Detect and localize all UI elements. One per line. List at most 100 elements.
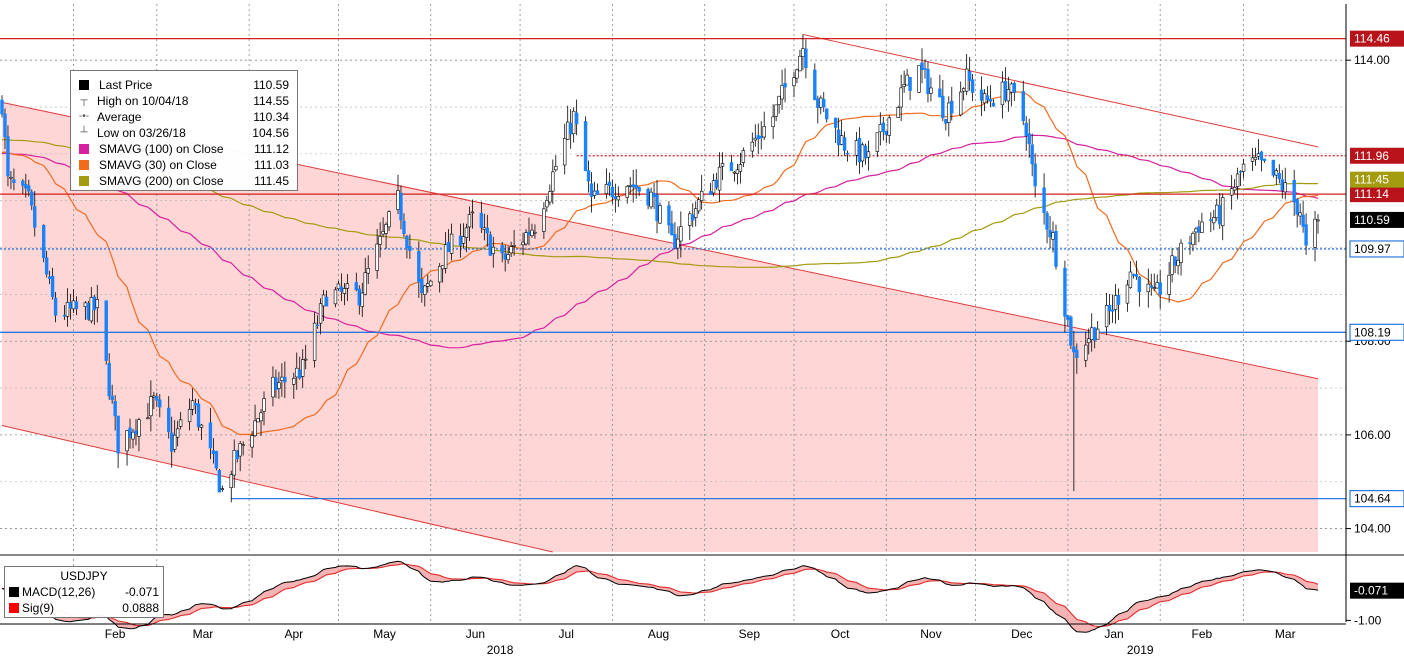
candle-body <box>1033 163 1037 187</box>
month-label: Mar <box>1275 627 1296 641</box>
candle-body <box>423 285 427 295</box>
legend-high-value: 114.55 <box>253 94 289 108</box>
candle-body <box>449 233 454 254</box>
level-flag-label: 109.97 <box>1354 242 1391 256</box>
candle-body <box>866 151 871 158</box>
candle-body <box>938 88 942 98</box>
candle-body <box>470 211 475 214</box>
candle-body <box>616 196 621 201</box>
candle-body <box>711 180 716 194</box>
candle-body <box>53 297 58 316</box>
candle-body <box>1304 224 1308 246</box>
candle-body <box>652 192 656 197</box>
candle-body <box>1283 182 1287 193</box>
macd-legend-macd-value: -0.071 <box>124 585 159 599</box>
candle-body <box>292 377 296 385</box>
candle-body <box>318 303 323 324</box>
macd-legend: USDJPY MACD(12,26) -0.071 Sig(9) 0.0888 <box>4 566 164 618</box>
candle-body <box>1262 158 1267 161</box>
candle-body <box>1054 230 1058 267</box>
candle-body <box>613 196 618 200</box>
candle-body <box>74 301 79 310</box>
candle-body <box>426 283 430 287</box>
candle-body <box>816 98 820 108</box>
candle-body <box>1009 83 1014 93</box>
candle-body <box>467 214 472 228</box>
candle-body <box>134 430 138 434</box>
candle-body <box>753 137 757 141</box>
candle-body <box>491 246 495 255</box>
candle-body <box>950 100 954 114</box>
candle-body <box>83 302 88 307</box>
candle-body <box>1194 228 1198 233</box>
macd-legend-macd: MACD(12,26) -0.071 <box>9 584 159 600</box>
candle-body <box>699 190 704 201</box>
candle-body <box>50 275 55 298</box>
candle-body <box>1072 346 1076 353</box>
candles-layer <box>0 34 1320 503</box>
candle-body <box>366 268 370 274</box>
candle-body <box>41 224 46 259</box>
candle-body <box>670 223 674 236</box>
candle-body <box>110 395 114 401</box>
candle-body <box>256 418 260 423</box>
candle-body <box>1030 144 1034 165</box>
legend-sma100-value: 111.12 <box>254 142 289 156</box>
candle-body <box>1191 233 1195 246</box>
legend-high: ┬ High on 10/04/18 114.55 <box>77 93 297 109</box>
candle-body <box>65 301 70 317</box>
candle-body <box>1051 232 1055 240</box>
year-label: 2019 <box>1127 643 1154 657</box>
candle-body <box>628 185 632 187</box>
candle-body <box>6 136 10 177</box>
candle-body <box>378 236 382 245</box>
candle-body <box>732 171 737 174</box>
candle-body <box>339 286 344 292</box>
candle-body <box>720 163 725 167</box>
candle-body <box>1188 242 1192 245</box>
sma100-swatch <box>79 144 89 154</box>
candle-body <box>1200 221 1204 233</box>
candle-body <box>512 245 516 247</box>
candle-body <box>905 74 909 86</box>
candle-body <box>533 231 537 234</box>
candle-body <box>1253 156 1258 160</box>
candle-body <box>929 87 933 94</box>
macd-marker-label: -0.071 <box>1354 584 1388 598</box>
candle-body <box>878 124 883 133</box>
candle-body <box>589 183 594 197</box>
legend-sma200-value: 111.45 <box>254 174 289 188</box>
candle-body <box>586 170 591 182</box>
candle-body <box>1221 197 1225 227</box>
candle-body <box>298 369 302 379</box>
candle-body <box>566 121 570 140</box>
candle-body <box>1090 327 1094 340</box>
candle-body <box>979 89 984 101</box>
candle-body <box>691 214 695 221</box>
candle-body <box>896 107 900 118</box>
horizontal-levels-layer <box>0 38 1346 500</box>
candle-body <box>408 245 412 251</box>
price-legend: Last Price 110.59 ┬ High on 10/04/18 114… <box>70 70 298 191</box>
candle-body <box>1012 83 1017 94</box>
candle-body <box>777 95 781 105</box>
high-marker-icon: ┬ <box>80 95 88 106</box>
candle-body <box>1021 91 1025 122</box>
candle-body <box>646 189 650 206</box>
candle-body <box>908 76 912 91</box>
candle-body <box>554 166 558 171</box>
legend-sma200-label: SMAVG (200) on Close <box>99 174 224 188</box>
candle-body <box>1155 282 1159 289</box>
candle-body <box>783 82 787 88</box>
candle-body <box>1241 163 1246 172</box>
candle-body <box>360 292 364 307</box>
candle-body <box>125 430 129 452</box>
candle-body <box>1277 173 1281 180</box>
candle-body <box>1027 133 1031 145</box>
candle-body <box>458 235 463 246</box>
candle-body <box>697 199 701 212</box>
candle-body <box>187 409 192 423</box>
candle-body <box>1006 89 1011 102</box>
month-label: May <box>373 627 396 641</box>
